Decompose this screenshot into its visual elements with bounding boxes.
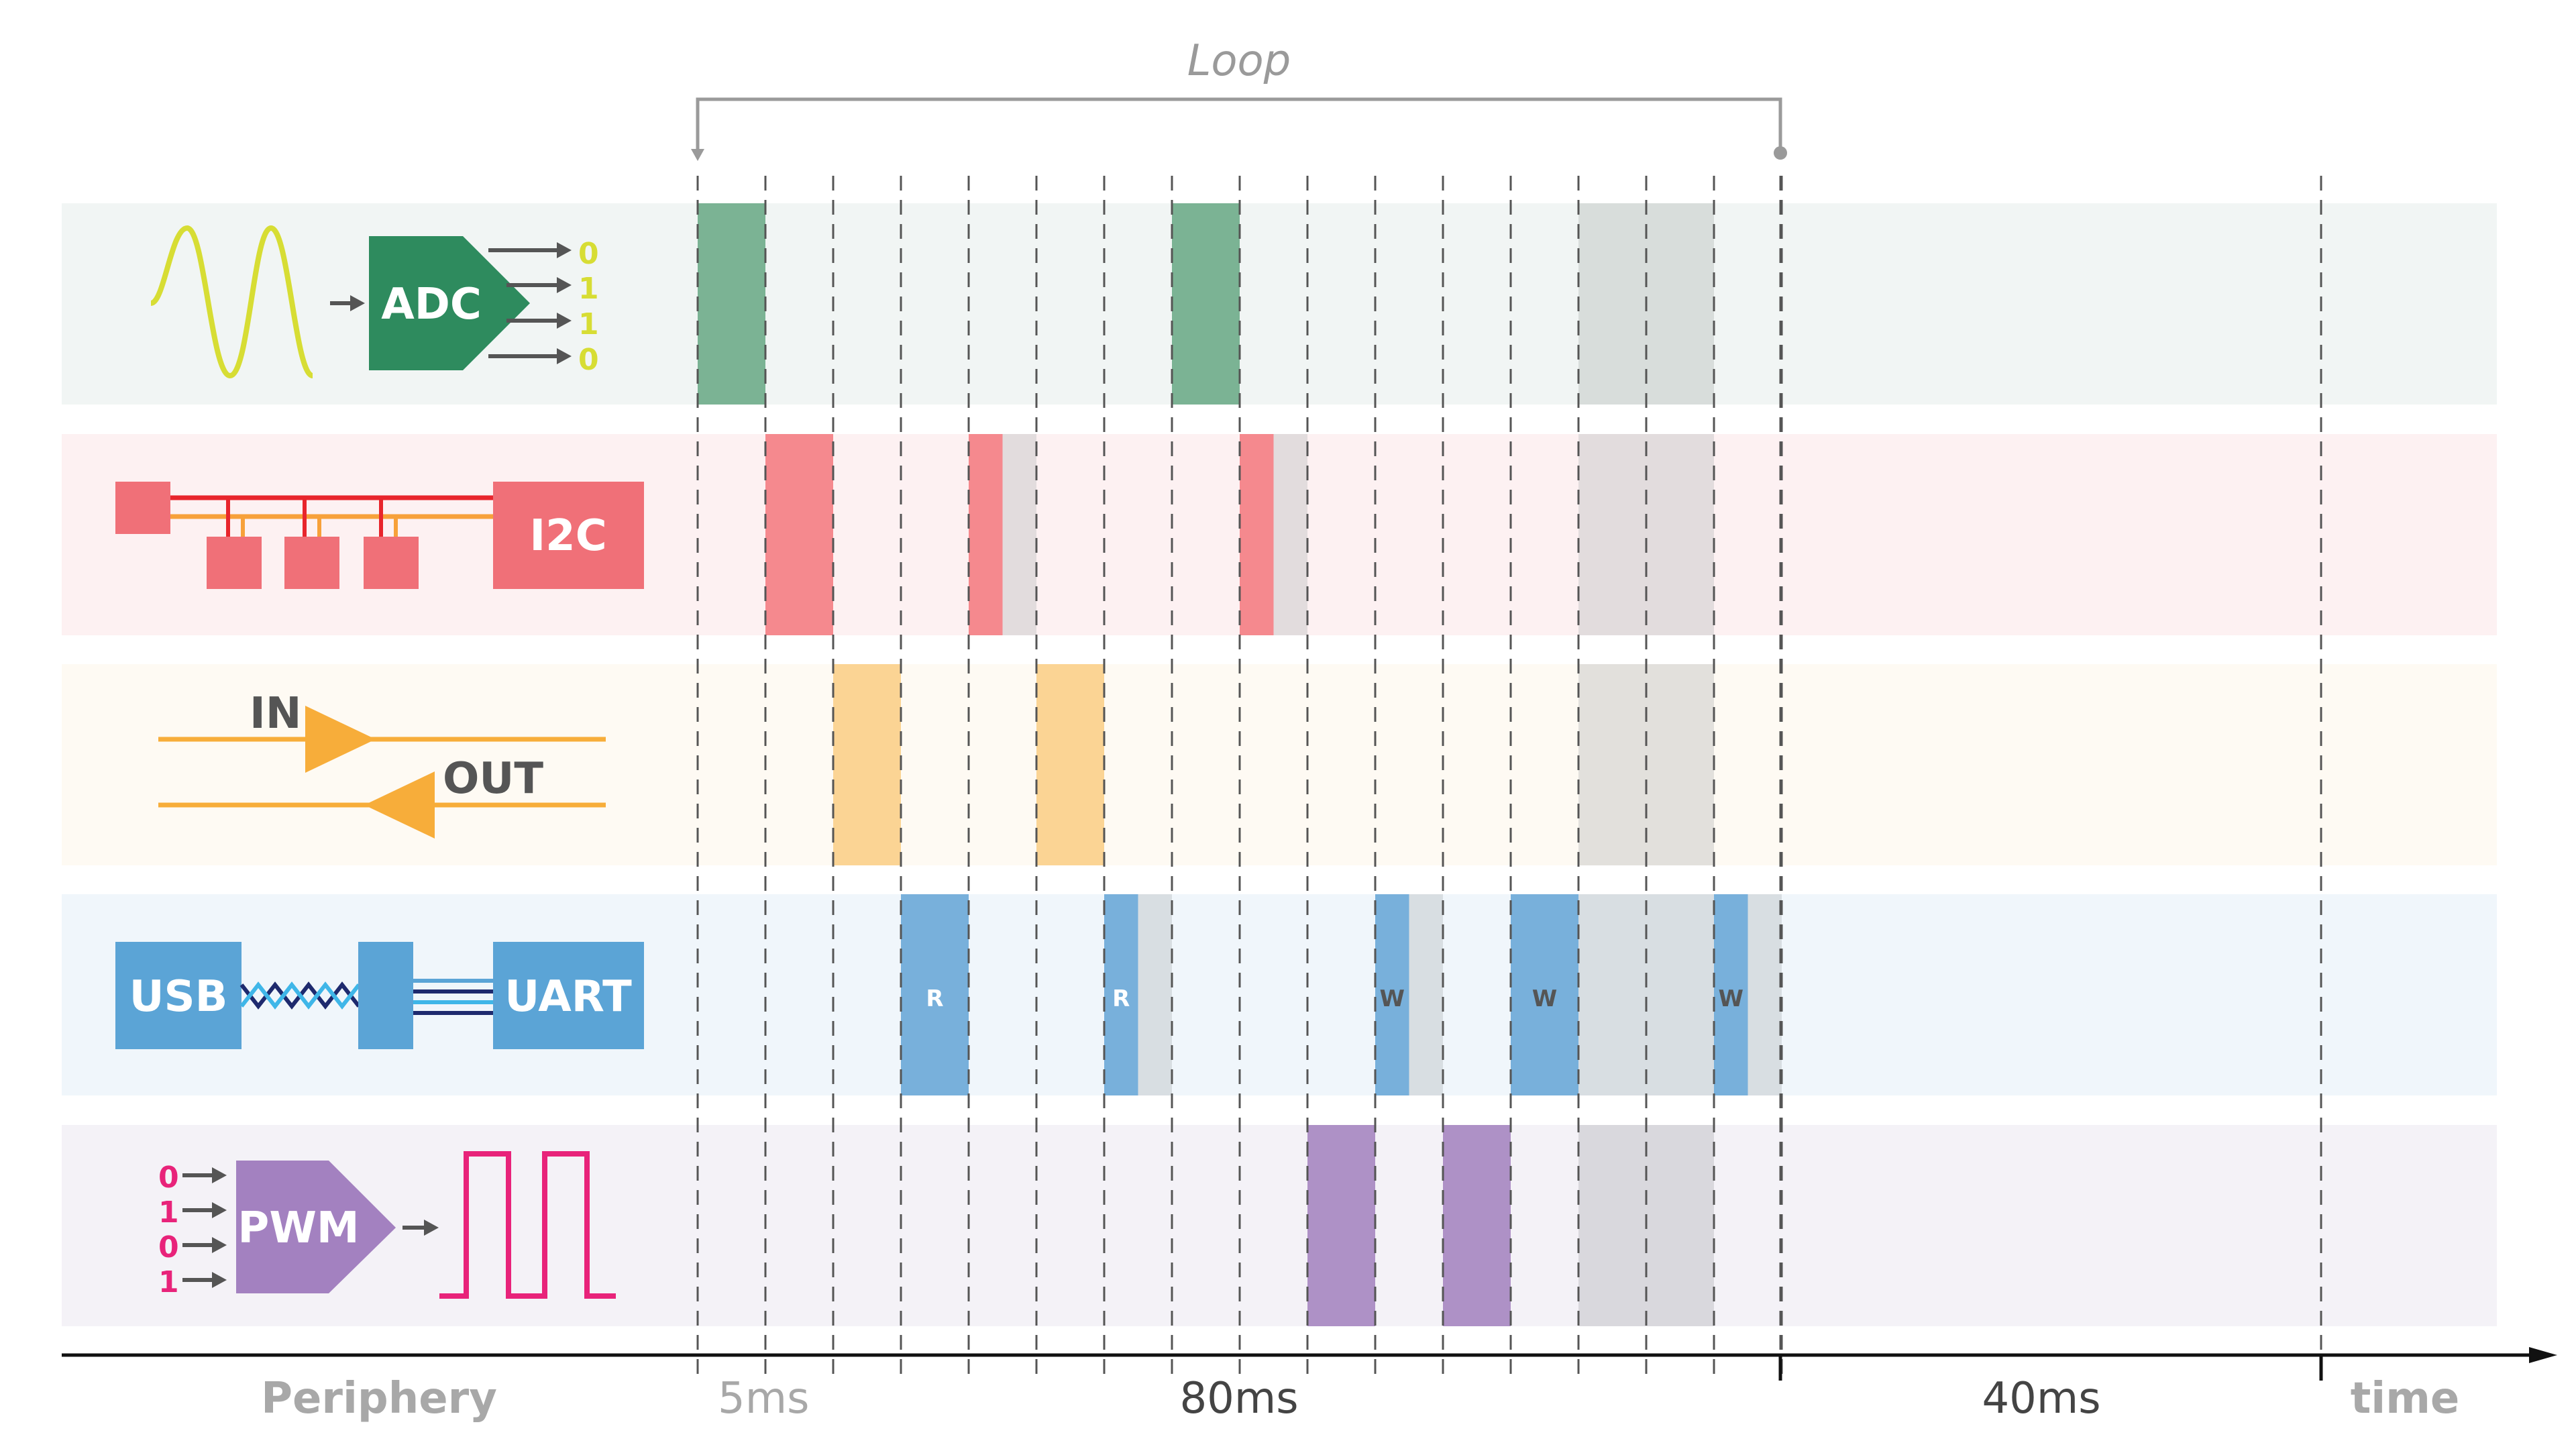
row-band-usb-uart xyxy=(62,894,2497,1095)
pwm-bit-value: 1 xyxy=(158,1265,179,1299)
pwm-activity-block xyxy=(1443,1125,1511,1326)
adc-bit-value: 0 xyxy=(578,343,599,377)
gpio-icon: IN OUT xyxy=(158,689,606,839)
in-arrow-icon xyxy=(305,706,376,773)
time-label: time xyxy=(2351,1374,2460,1424)
axis-label-80ms: 80ms xyxy=(1179,1374,1298,1424)
i2c-slave-block xyxy=(364,537,419,589)
axis-label-5ms: 5ms xyxy=(718,1374,809,1424)
i2c-master-block xyxy=(115,482,170,534)
adc-bit-value: 0 xyxy=(578,237,599,271)
pwm-activity-block xyxy=(1307,1125,1375,1326)
loop-end-dot-icon xyxy=(1774,146,1787,160)
adc-bit-value: 1 xyxy=(578,307,599,341)
gpio-activity-block xyxy=(1036,664,1104,865)
in-label: IN xyxy=(250,689,301,739)
i2c-activity-block xyxy=(1240,434,1274,635)
uart-block xyxy=(493,942,644,1049)
i2c-slave-block xyxy=(284,537,339,589)
i2c-label: I2C xyxy=(529,511,606,561)
i2c-activity-block xyxy=(969,434,1003,635)
loop-bracket: Loop xyxy=(691,36,1787,161)
loop-start-arrow-icon xyxy=(691,149,704,161)
sine-wave-icon xyxy=(150,225,314,379)
out-label: OUT xyxy=(443,754,543,804)
usb-uart-activity-block xyxy=(1375,894,1409,1095)
idle-overlay xyxy=(1578,434,1714,635)
adc-label: ADC xyxy=(381,280,482,329)
i2c-activity-block xyxy=(765,434,833,635)
uart-label: UART xyxy=(504,972,632,1022)
usb-uart-activity-block xyxy=(1511,894,1578,1095)
i2c-slave-block xyxy=(207,537,262,589)
i2c-icon: I2C xyxy=(115,482,644,589)
pwm-bit-value: 0 xyxy=(158,1161,179,1195)
pwm-bit-value: 0 xyxy=(158,1230,179,1265)
usb-uart-icon: USB UART xyxy=(115,942,644,1049)
row-band-gpio xyxy=(62,664,2497,865)
adc-activity-block xyxy=(698,203,765,405)
periphery-label: Periphery xyxy=(261,1374,497,1424)
usb-label: USB xyxy=(129,972,228,1022)
usb-uart-activity-block xyxy=(901,894,969,1095)
adc-activity-block xyxy=(1172,203,1240,405)
converter-block xyxy=(358,942,413,1049)
axis-label-40ms: 40ms xyxy=(1982,1374,2100,1424)
usb-uart-activity-block xyxy=(1104,894,1138,1095)
axis-arrow-icon xyxy=(2529,1347,2557,1363)
i2c-block xyxy=(493,482,644,589)
pwm-label: PWM xyxy=(237,1203,359,1253)
pwm-wave-icon xyxy=(439,1151,616,1299)
adc-bit-value: 1 xyxy=(578,272,599,306)
usb-event-label: R xyxy=(926,985,943,1012)
loop-label: Loop xyxy=(1187,36,1291,86)
usb-event-label: W xyxy=(1379,985,1405,1012)
usb-event-label: W xyxy=(1532,985,1558,1012)
gpio-activity-block xyxy=(833,664,901,865)
usb-uart-activity-block xyxy=(1714,894,1748,1095)
usb-event-label: R xyxy=(1112,985,1130,1012)
time-guides xyxy=(696,176,2322,1382)
adc-block xyxy=(369,236,530,370)
out-arrow-icon xyxy=(364,771,435,839)
usb-event-label: W xyxy=(1718,985,1743,1012)
pwm-bit-value: 1 xyxy=(158,1195,179,1230)
time-axis: Periphery 5ms 80ms 40ms time xyxy=(62,1347,2557,1424)
pwm-block xyxy=(236,1161,396,1293)
row-bands xyxy=(62,203,2497,1326)
usb-block xyxy=(115,942,241,1049)
